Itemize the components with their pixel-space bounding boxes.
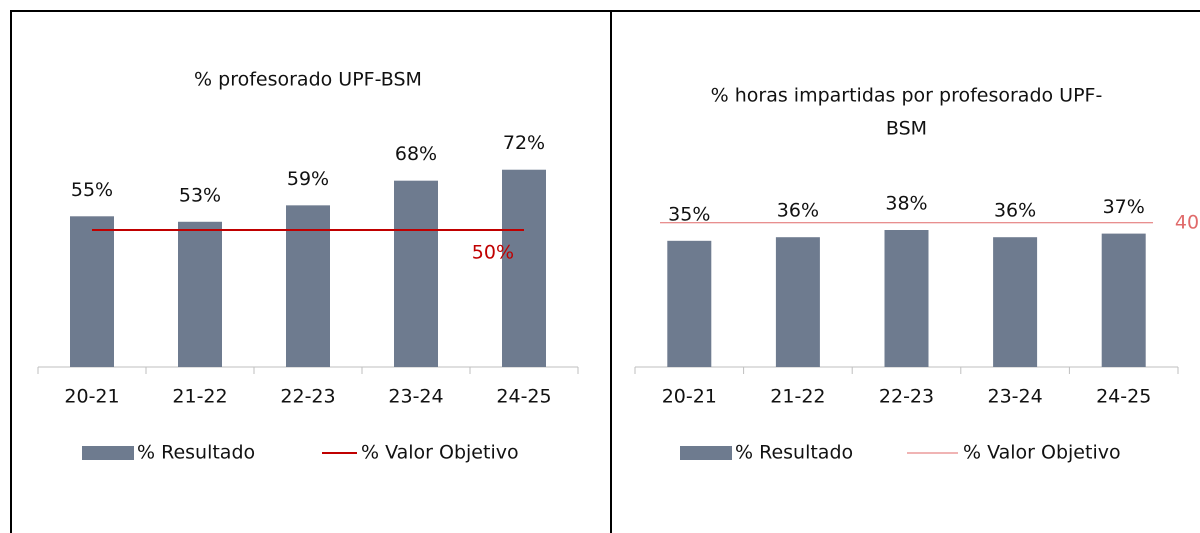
bar xyxy=(70,216,114,367)
target-label: 50% xyxy=(472,242,514,264)
data-label: 59% xyxy=(287,168,329,190)
bar xyxy=(775,237,820,367)
data-label: 55% xyxy=(71,179,113,201)
data-label: 38% xyxy=(885,193,927,215)
legend-swatch xyxy=(82,446,134,460)
bar xyxy=(993,237,1038,367)
data-label: 36% xyxy=(777,200,819,222)
x-tick-label: 24-25 xyxy=(1096,386,1151,408)
data-label: 68% xyxy=(395,143,437,165)
data-label: 37% xyxy=(1103,196,1145,218)
bar xyxy=(178,221,222,367)
x-tick-label: 22-23 xyxy=(280,386,335,408)
legend-label: % Resultado xyxy=(735,442,853,464)
x-tick-label: 20-21 xyxy=(64,386,119,408)
data-label: 72% xyxy=(503,132,545,154)
legend-label: % Valor Objetivo xyxy=(963,442,1121,464)
bar xyxy=(286,205,330,367)
legend-label: % Resultado xyxy=(137,442,255,464)
chart-title: BSM xyxy=(886,118,927,140)
x-tick-label: 21-22 xyxy=(172,386,227,408)
x-tick-label: 22-23 xyxy=(879,386,934,408)
bar xyxy=(1101,233,1146,367)
legend-swatch xyxy=(680,446,732,460)
data-label: 35% xyxy=(668,203,710,225)
bar xyxy=(394,180,438,367)
bar xyxy=(884,230,929,367)
data-label: 36% xyxy=(994,200,1036,222)
data-label: 53% xyxy=(179,184,221,206)
x-tick-label: 23-24 xyxy=(388,386,443,408)
chart-title: % horas impartidas por profesorado UPF- xyxy=(711,85,1103,107)
x-tick-label: 24-25 xyxy=(496,386,551,408)
x-tick-label: 20-21 xyxy=(662,386,717,408)
x-tick-label: 23-24 xyxy=(987,386,1042,408)
bar xyxy=(667,240,712,367)
target-label: 40% xyxy=(1175,211,1200,233)
legend-label: % Valor Objetivo xyxy=(361,442,519,464)
bar xyxy=(502,169,546,367)
chart-title: % profesorado UPF-BSM xyxy=(194,69,422,91)
x-tick-label: 21-22 xyxy=(770,386,825,408)
